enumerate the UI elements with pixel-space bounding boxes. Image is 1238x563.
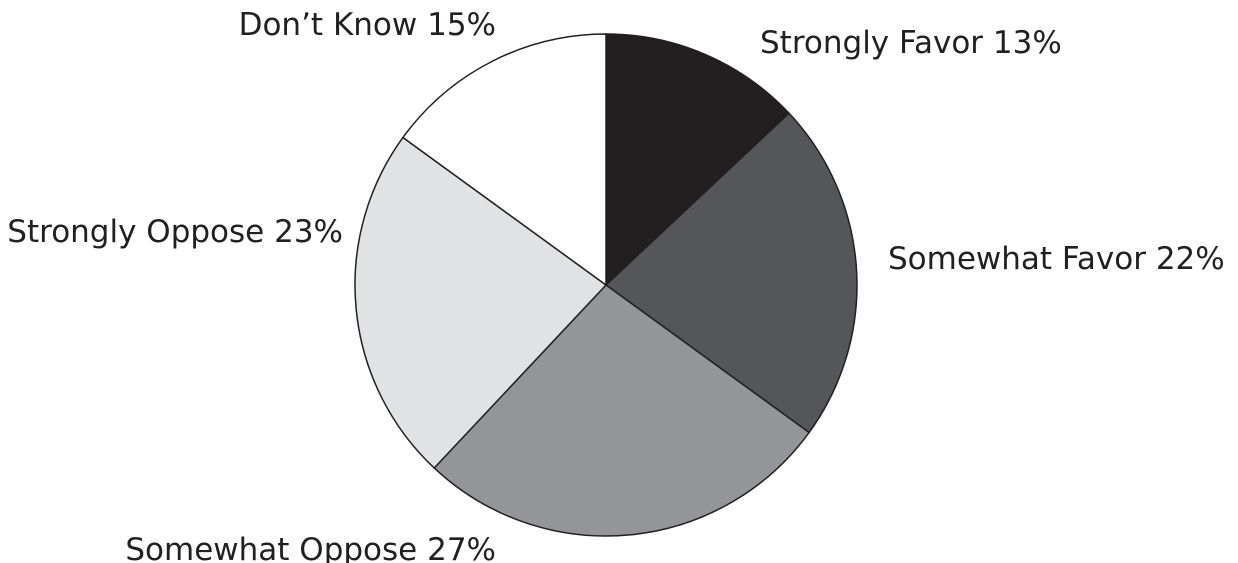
slice-strongly-favor <box>605 33 791 287</box>
slice-dont-know <box>401 33 607 287</box>
label-strongly-oppose: Strongly Oppose 23% <box>7 214 343 250</box>
slice-strongly-oppose <box>354 136 608 470</box>
slice-somewhat-favor <box>604 112 858 434</box>
label-dont-know: Don’t Know 15% <box>239 7 496 43</box>
label-somewhat-oppose: Somewhat Oppose 27% <box>125 532 496 563</box>
label-strongly-favor: Strongly Favor 13% <box>760 25 1062 61</box>
slice-somewhat-oppose <box>433 284 811 537</box>
slice-labels: Strongly Favor 13% Somewhat Favor 22% So… <box>7 7 1224 563</box>
label-somewhat-favor: Somewhat Favor 22% <box>888 241 1225 277</box>
pie-slices <box>354 33 858 537</box>
